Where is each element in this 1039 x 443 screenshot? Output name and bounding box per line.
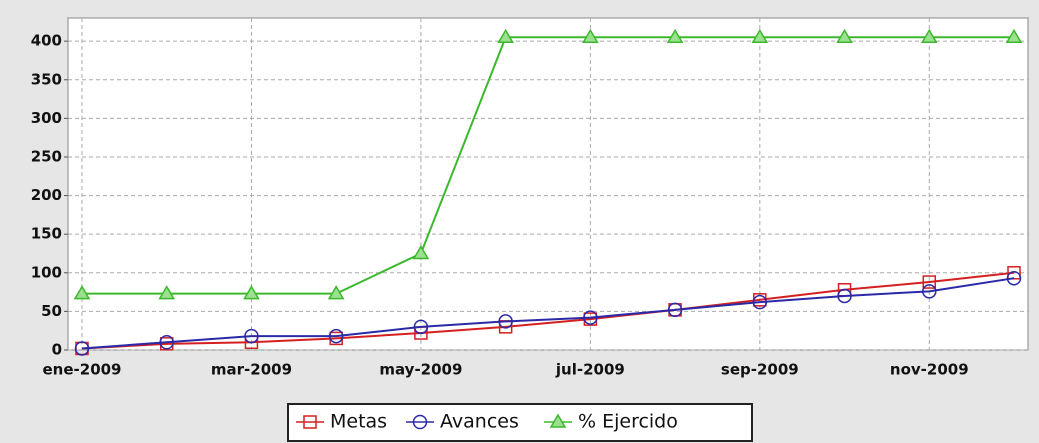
legend: Metas Avances % Ejercido <box>287 403 753 442</box>
marker <box>549 413 567 428</box>
y-tick-label: 50 <box>41 302 62 320</box>
marker <box>74 341 90 356</box>
marker <box>328 328 344 344</box>
marker <box>244 328 259 344</box>
marker <box>327 285 345 300</box>
series-line <box>81 271 1015 350</box>
marker <box>243 285 260 300</box>
x-tick-label: nov-2009 <box>890 361 969 379</box>
y-tick-label: 0 <box>52 341 62 359</box>
marker <box>922 275 937 289</box>
y-tick-label: 350 <box>31 70 62 88</box>
marker <box>412 414 428 430</box>
y-tick-label: 250 <box>31 147 62 165</box>
marker <box>837 288 852 304</box>
marker <box>752 294 768 310</box>
x-tick-label: may-2009 <box>379 361 462 379</box>
y-tick-label: 200 <box>31 186 62 204</box>
y-tick-label: 400 <box>31 32 62 50</box>
marker <box>582 28 599 44</box>
marker <box>583 310 598 325</box>
x-tick-label: sep-2009 <box>721 361 799 379</box>
marker <box>159 335 174 350</box>
x-tick-label: ene-2009 <box>43 361 122 379</box>
legend-label: Metas <box>330 411 387 433</box>
y-tick-label: 150 <box>31 225 62 243</box>
plot-area <box>67 17 1029 351</box>
x-tick-label: mar-2009 <box>211 361 292 379</box>
marker <box>1005 28 1023 44</box>
marker <box>497 28 514 44</box>
legend-label: % Ejercido <box>578 411 678 433</box>
marker <box>303 415 317 429</box>
marker <box>73 285 91 300</box>
marker <box>498 314 513 329</box>
marker <box>1006 270 1022 286</box>
series-line <box>82 36 1014 295</box>
y-tick-label: 100 <box>31 263 62 281</box>
legend-label: Avances <box>440 411 519 433</box>
marker <box>158 285 176 300</box>
marker <box>666 28 684 44</box>
marker <box>920 28 938 44</box>
legend-box <box>287 403 753 442</box>
marker <box>836 28 853 44</box>
marker <box>413 319 429 335</box>
marker <box>751 28 769 44</box>
y-tick-label: 300 <box>31 109 62 127</box>
marker <box>412 244 430 260</box>
marker <box>922 284 937 299</box>
series-line <box>81 277 1015 350</box>
marker <box>667 302 683 318</box>
x-tick-label: jul-2009 <box>555 361 625 379</box>
